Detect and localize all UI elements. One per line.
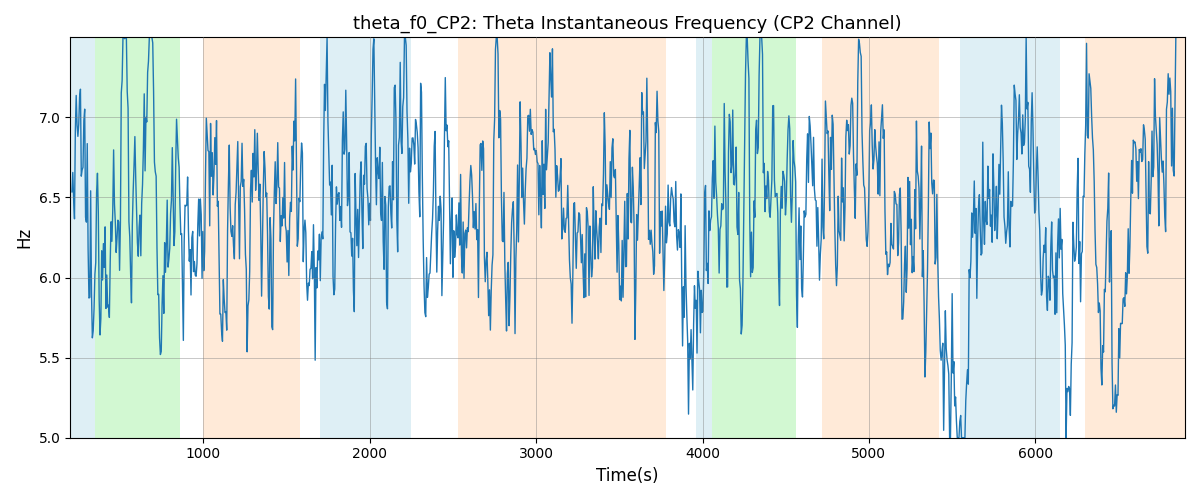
Bar	[713, 38, 796, 438]
X-axis label: Time(s): Time(s)	[596, 467, 659, 485]
Title: theta_f0_CP2: Theta Instantaneous Frequency (CP2 Channel): theta_f0_CP2: Theta Instantaneous Freque…	[353, 15, 902, 34]
Bar	[203, 38, 300, 438]
Bar	[960, 38, 1061, 438]
Bar	[458, 38, 666, 438]
Y-axis label: Hz: Hz	[16, 227, 34, 248]
Bar	[822, 38, 938, 438]
Bar	[696, 38, 713, 438]
Bar	[95, 38, 180, 438]
Bar	[320, 38, 412, 438]
Bar	[71, 38, 95, 438]
Bar	[1085, 38, 1186, 438]
